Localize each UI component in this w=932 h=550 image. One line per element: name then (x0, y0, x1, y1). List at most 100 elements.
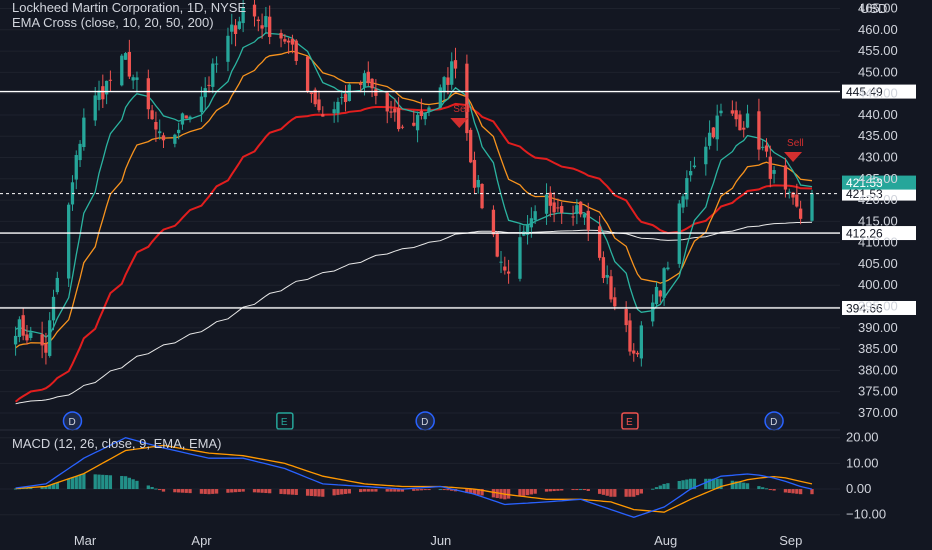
price-tick-label: 420.00 (858, 192, 898, 207)
candle (423, 112, 427, 126)
chart-title: Lockheed Martin Corporation, 1D, NYSE (12, 0, 247, 15)
candle (82, 108, 86, 151)
histogram-bar (719, 478, 723, 490)
dividend-marker[interactable]: D (62, 411, 83, 431)
histogram-bar (393, 489, 397, 492)
histogram-bar (548, 489, 552, 492)
histogram-bar (692, 478, 697, 490)
macd-tick-label: 20.00 (846, 430, 879, 445)
histogram-bar (199, 489, 204, 494)
histogram-bar (472, 489, 477, 495)
candle (742, 121, 746, 138)
histogram-bar (154, 488, 158, 490)
candle (135, 71, 139, 93)
histogram-bar (772, 489, 776, 491)
candle (450, 52, 454, 90)
macd-pane (0, 437, 840, 518)
histogram-bar (104, 475, 109, 490)
histogram-bar (120, 475, 124, 490)
histogram-bar (419, 489, 424, 491)
histogram-bar (442, 489, 446, 491)
candle (734, 101, 738, 127)
histogram-bar (214, 489, 219, 494)
price-tick-label: 380.00 (858, 362, 898, 377)
histogram-bar (529, 489, 534, 495)
histogram-bar (745, 483, 750, 490)
histogram-bar (67, 478, 71, 490)
macd-tick-label: −10.00 (846, 507, 886, 522)
earnings-marker[interactable]: E (621, 412, 639, 430)
candle (131, 74, 135, 90)
candle (624, 301, 628, 333)
candle (613, 287, 617, 311)
histogram-bar (93, 474, 97, 490)
histogram-bar (795, 489, 799, 494)
histogram-bar (146, 485, 150, 490)
histogram-bar (385, 489, 389, 492)
candle (78, 140, 82, 168)
candle (499, 251, 503, 274)
histogram-bar (715, 478, 719, 490)
candle (677, 199, 681, 268)
candle (44, 332, 48, 365)
candle (605, 265, 609, 285)
candle (150, 105, 154, 120)
histogram-bar (677, 480, 681, 490)
candle (393, 98, 397, 122)
histogram-bar (332, 489, 336, 496)
histogram-bar (707, 478, 712, 490)
candle (366, 61, 370, 87)
candle (465, 54, 469, 141)
candle (415, 111, 420, 143)
candle (199, 86, 204, 122)
time-tick-label: Mar (74, 533, 97, 548)
candle (108, 70, 113, 92)
svg-text:D: D (421, 417, 428, 428)
horizontal-levels[interactable]: 445.49 421.53 412.26 394.66 421.53 (0, 84, 916, 316)
candle (55, 271, 59, 295)
histogram-bar (525, 489, 530, 496)
histogram-bar (400, 489, 405, 492)
candle (651, 294, 655, 327)
price-tick-label: 385.00 (858, 341, 898, 356)
histogram-bar (321, 489, 325, 497)
histogram-bar (605, 489, 609, 496)
candle (503, 256, 507, 275)
candle (17, 316, 22, 343)
histogram-bar (465, 489, 469, 494)
earnings-marker[interactable]: E (276, 412, 294, 430)
candle (226, 27, 230, 72)
histogram-bar (685, 479, 689, 490)
histogram-bar (188, 489, 192, 494)
candle (730, 100, 735, 116)
histogram-bar (309, 489, 314, 496)
price-tick-label: 430.00 (858, 150, 898, 165)
candle (385, 91, 389, 124)
histogram-bar (757, 486, 761, 490)
dividend-marker[interactable]: D (764, 411, 784, 431)
candle (533, 205, 537, 224)
candle (476, 175, 480, 194)
dividend-marker[interactable]: D (415, 411, 435, 431)
candle (332, 101, 336, 123)
histogram-bar (264, 489, 268, 494)
time-axis[interactable]: Mar Apr Jun Aug Sep (74, 533, 803, 548)
histogram-bar (366, 489, 370, 492)
histogram-bar (340, 489, 344, 495)
histogram-bar (226, 489, 230, 493)
histogram-bar (374, 489, 378, 492)
histogram-bar (74, 476, 78, 490)
histogram-bar (51, 483, 56, 490)
candle (177, 122, 181, 140)
histogram-bar (347, 489, 351, 494)
sell-signal-marker: Sell (784, 138, 804, 162)
histogram-bar (343, 489, 348, 494)
candle (597, 215, 602, 261)
signal-line (15, 444, 813, 513)
macd-axis[interactable]: 20.00 10.00 0.00 −10.00 (846, 430, 886, 522)
price-axis[interactable]: 370.00 375.00 380.00 385.00 390.00 395.00 400.… (858, 1, 898, 420)
candle (188, 115, 192, 123)
histogram-bar (651, 488, 655, 490)
candle (601, 251, 606, 283)
